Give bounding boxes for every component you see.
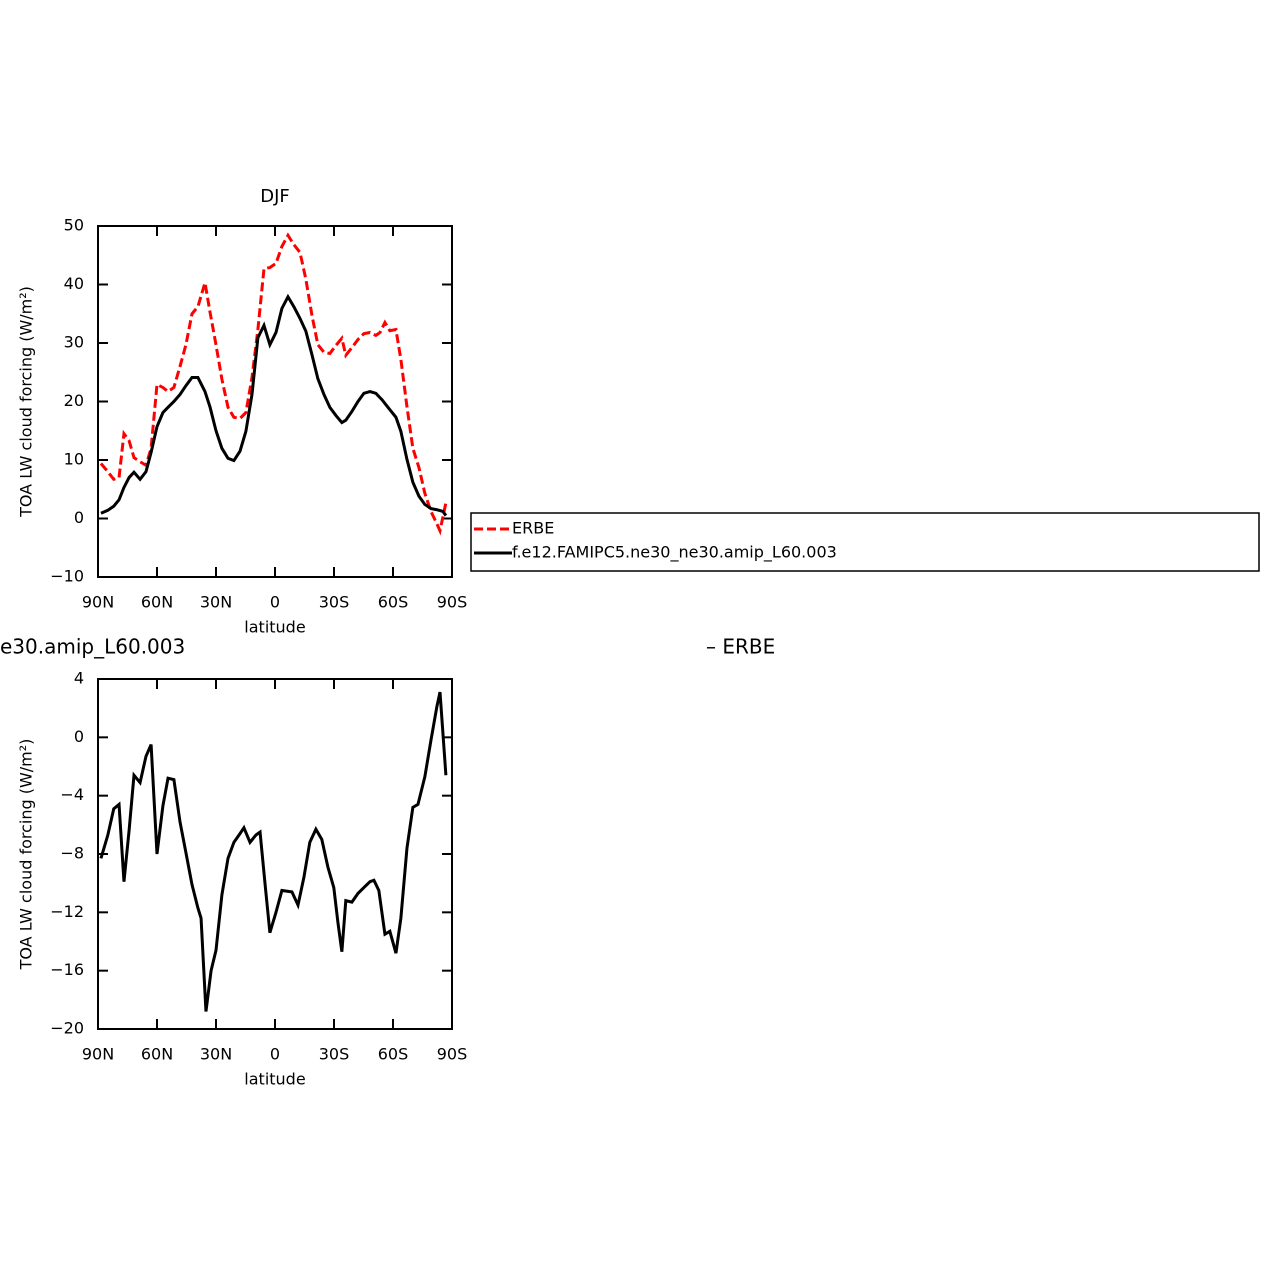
y-tick-label: 10 [64, 450, 84, 469]
x-tick-label: 60N [141, 1045, 173, 1064]
legend-box [470, 512, 1260, 572]
y-tick-label: 40 [64, 274, 84, 293]
x-tick-label: 30S [319, 593, 350, 612]
chart-title: DJF [260, 186, 290, 207]
y-tick-label: 20 [64, 391, 84, 410]
y-axis-label: TOA LW cloud forcing (W/m²) [17, 739, 36, 971]
x-tick-label: 60S [378, 1045, 409, 1064]
x-tick-label: 60N [141, 593, 173, 612]
y-tick-label: −12 [50, 902, 84, 921]
x-tick-label: 30S [319, 1045, 350, 1064]
data-line [99, 691, 448, 1012]
x-tick-label: 60S [378, 593, 409, 612]
x-tick-label: 90S [437, 593, 468, 612]
y-tick-label: 0 [74, 508, 84, 527]
y-axis-label: TOA LW cloud forcing (W/m²) [17, 286, 36, 518]
x-tick-label: 0 [270, 1045, 280, 1064]
y-tick-label: 0 [74, 727, 84, 746]
x-axis-label: latitude [244, 1070, 305, 1089]
plot-frame [97, 225, 453, 578]
legend-label: ERBE [512, 519, 554, 538]
x-tick-label: 30N [200, 1045, 232, 1064]
y-tick-label: 50 [64, 216, 84, 235]
y-tick-label: −8 [60, 844, 84, 863]
chart-title: e30.amip_L60.003 [0, 635, 185, 659]
x-tick-label: 30N [200, 593, 232, 612]
x-tick-label: 0 [270, 593, 280, 612]
chart-title: – ERBE [706, 635, 775, 659]
y-tick-label: −4 [60, 785, 84, 804]
x-tick-label: 90S [437, 1045, 468, 1064]
x-axis-label: latitude [244, 618, 305, 637]
x-tick-label: 90N [82, 593, 114, 612]
y-tick-label: −10 [50, 567, 84, 586]
data-line [99, 232, 448, 536]
y-tick-label: −16 [50, 960, 84, 979]
legend-label: f.e12.FAMIPC5.ne30_ne30.amip_L60.003 [512, 543, 837, 563]
y-tick-label: −20 [50, 1019, 84, 1038]
data-line [100, 293, 448, 517]
y-tick-label: 4 [74, 669, 84, 688]
x-tick-label: 90N [82, 1045, 114, 1064]
y-tick-label: 30 [64, 333, 84, 352]
plot-frame [97, 678, 453, 1030]
